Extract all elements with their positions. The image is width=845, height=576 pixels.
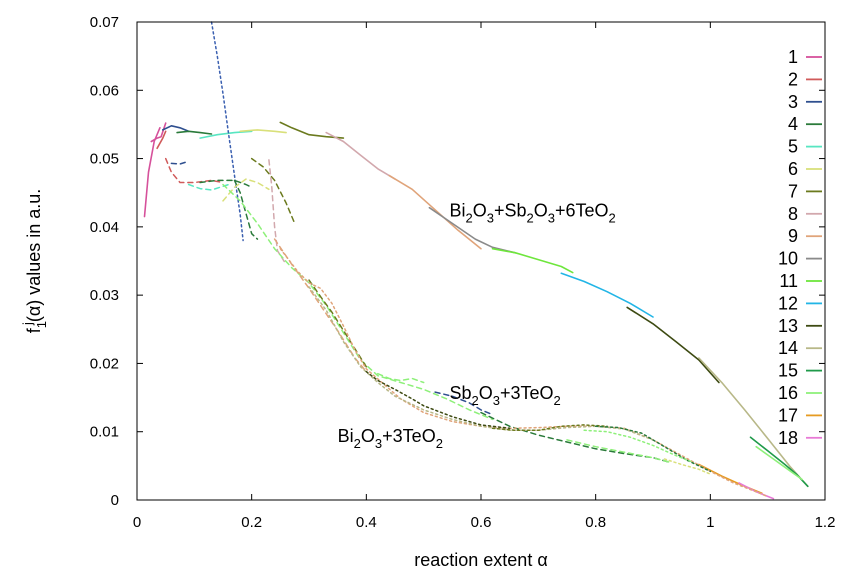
x-tick-label: 0	[133, 514, 141, 531]
x-tick-label: 0.8	[585, 514, 606, 531]
trace-line-29	[222, 183, 494, 421]
annotation-label: Bi2O3+3TeO2	[338, 426, 443, 451]
series-1-line	[143, 127, 161, 218]
legend-label: 1	[788, 47, 798, 67]
legend-label: 8	[788, 204, 798, 224]
x-tick-label: 0.4	[356, 514, 377, 531]
trace-line-34	[566, 439, 671, 464]
ticks-layer: 0 0.2 0.4 0.6 0.8 1 1.2 0 0.01 0.02 0.03 0.04 0.05 0.…	[90, 14, 836, 531]
legend-label: 16	[778, 383, 798, 403]
series-6-line	[239, 129, 287, 134]
legend-label: 2	[788, 69, 798, 89]
legend-label: 12	[778, 293, 798, 313]
legend-label: 3	[788, 92, 798, 112]
x-tick-label: 0.2	[241, 514, 262, 531]
trace-line-22	[170, 160, 190, 165]
y-tick-label: 0.07	[90, 14, 119, 31]
series-2-line	[156, 130, 167, 150]
y-tick-label: 0.01	[90, 424, 119, 441]
y-tick-label: 0.04	[90, 219, 119, 236]
trace-line-27	[250, 157, 296, 225]
legend-label: 15	[778, 361, 798, 381]
trace-line-24	[187, 183, 230, 191]
series-11-line	[491, 247, 574, 274]
x-tick-label: 1	[706, 514, 714, 531]
trace-line-23	[199, 179, 253, 189]
trace-line-37	[308, 286, 654, 441]
y-tick-label: 0	[111, 492, 119, 509]
x-tick-label: 0.6	[471, 514, 492, 531]
annotation-label: Bi2O3+Sb2O3+6TeO2	[449, 201, 615, 226]
x-tick-label: 1.2	[815, 514, 836, 531]
annotation-label: Sb2O3+3TeO2	[449, 383, 560, 408]
legend-label: 5	[788, 137, 798, 157]
legend-label: 11	[779, 271, 798, 291]
series-12-line	[560, 272, 654, 318]
y-tick-label: 0.03	[90, 287, 119, 304]
legend-label: 14	[778, 338, 798, 358]
y-tick-label: 0.05	[90, 151, 119, 168]
trace-line-36	[279, 247, 769, 498]
series-layer	[143, 21, 809, 500]
y-axis-label-subscript: 1	[34, 321, 49, 328]
trace-line-38	[365, 370, 511, 430]
series-5-line	[199, 130, 253, 139]
series-3-line	[162, 125, 190, 133]
legend-label: 9	[788, 226, 798, 246]
trace-line-42	[663, 458, 712, 475]
trace-line-20	[210, 21, 244, 242]
legend-label: 13	[778, 316, 798, 336]
trace-line-32	[434, 391, 494, 416]
x-axis-label: reaction extent α	[414, 550, 547, 570]
legend-label: 4	[788, 114, 798, 134]
trace-line-25	[233, 179, 259, 240]
y-axis-label-superscript: j	[20, 322, 35, 326]
legend-label: 17	[778, 405, 798, 425]
series-7-line	[279, 121, 345, 139]
y-tick-label: 0.02	[90, 355, 119, 372]
trace-line-21	[164, 157, 224, 184]
y-axis-label-rest: (α) values in a.u.	[24, 189, 44, 322]
series-13-line	[626, 306, 720, 384]
trace-line-39	[491, 424, 608, 432]
trace-line-40	[594, 425, 712, 473]
series-4-line	[176, 130, 213, 135]
series-8-line	[325, 131, 396, 180]
y-axis-label-base: f	[24, 327, 44, 333]
legend-label: 6	[788, 159, 798, 179]
trace-line-28	[268, 159, 287, 266]
trace-line-35	[377, 372, 425, 384]
legend-label: 7	[788, 181, 798, 201]
series-14-line	[698, 357, 809, 488]
legend-label: 18	[778, 428, 798, 448]
series-9-line	[388, 174, 482, 250]
y-axis-label: f1j(α) values in a.u.	[20, 189, 49, 334]
y-tick-label: 0.06	[90, 82, 119, 99]
series-16-line	[755, 445, 803, 481]
series-10-line	[428, 206, 517, 254]
legend-label: 10	[778, 249, 798, 269]
